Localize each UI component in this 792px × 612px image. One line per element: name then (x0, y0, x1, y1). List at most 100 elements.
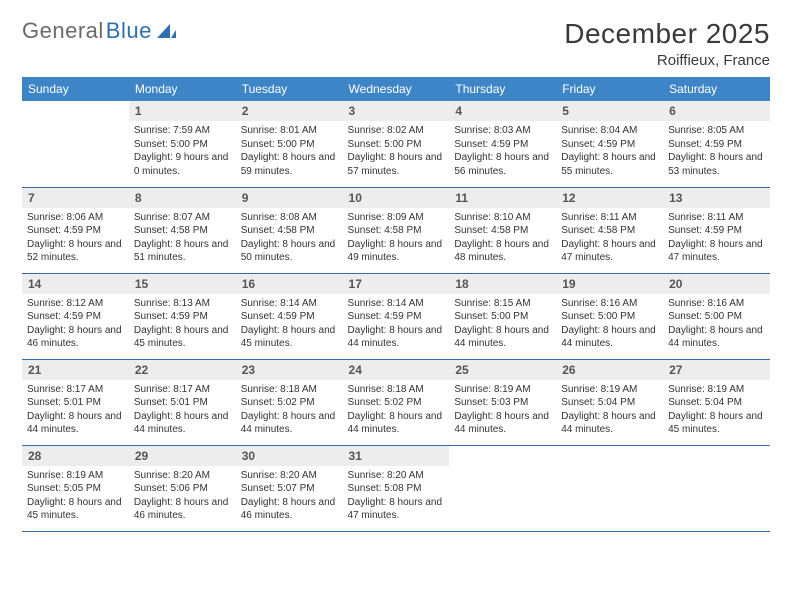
day-number: 8 (129, 188, 236, 208)
day-number: 15 (129, 274, 236, 294)
day-details: Sunrise: 8:15 AMSunset: 5:00 PMDaylight:… (449, 294, 556, 355)
day-details: Sunrise: 8:13 AMSunset: 4:59 PMDaylight:… (129, 294, 236, 355)
weekday-header: Saturday (663, 77, 770, 101)
title-block: December 2025 Roiffieux, France (564, 18, 770, 69)
calendar-day-cell: 24Sunrise: 8:18 AMSunset: 5:02 PMDayligh… (343, 359, 450, 445)
logo-sail-icon (156, 22, 178, 40)
weekday-header: Sunday (22, 77, 129, 101)
day-number: 28 (22, 446, 129, 466)
day-details: Sunrise: 8:04 AMSunset: 4:59 PMDaylight:… (556, 121, 663, 182)
calendar-week-row: 7Sunrise: 8:06 AMSunset: 4:59 PMDaylight… (22, 187, 770, 273)
day-details: Sunrise: 8:03 AMSunset: 4:59 PMDaylight:… (449, 121, 556, 182)
calendar-day-cell: 1Sunrise: 7:59 AMSunset: 5:00 PMDaylight… (129, 101, 236, 187)
calendar-day-cell: 27Sunrise: 8:19 AMSunset: 5:04 PMDayligh… (663, 359, 770, 445)
calendar-day-cell: 4Sunrise: 8:03 AMSunset: 4:59 PMDaylight… (449, 101, 556, 187)
day-number: 20 (663, 274, 770, 294)
day-details: Sunrise: 8:01 AMSunset: 5:00 PMDaylight:… (236, 121, 343, 182)
calendar-day-cell: 25Sunrise: 8:19 AMSunset: 5:03 PMDayligh… (449, 359, 556, 445)
day-details: Sunrise: 8:18 AMSunset: 5:02 PMDaylight:… (343, 380, 450, 441)
weekday-header: Friday (556, 77, 663, 101)
calendar-day-cell: 10Sunrise: 8:09 AMSunset: 4:58 PMDayligh… (343, 187, 450, 273)
day-details: Sunrise: 8:07 AMSunset: 4:58 PMDaylight:… (129, 208, 236, 269)
day-details: Sunrise: 8:11 AMSunset: 4:59 PMDaylight:… (663, 208, 770, 269)
calendar-week-row: 28Sunrise: 8:19 AMSunset: 5:05 PMDayligh… (22, 445, 770, 531)
day-details: Sunrise: 8:19 AMSunset: 5:04 PMDaylight:… (663, 380, 770, 441)
day-number: 29 (129, 446, 236, 466)
calendar-empty-cell (449, 445, 556, 531)
day-number: 21 (22, 360, 129, 380)
calendar-day-cell: 13Sunrise: 8:11 AMSunset: 4:59 PMDayligh… (663, 187, 770, 273)
day-number: 25 (449, 360, 556, 380)
calendar-day-cell: 7Sunrise: 8:06 AMSunset: 4:59 PMDaylight… (22, 187, 129, 273)
calendar-day-cell: 2Sunrise: 8:01 AMSunset: 5:00 PMDaylight… (236, 101, 343, 187)
day-details: Sunrise: 8:08 AMSunset: 4:58 PMDaylight:… (236, 208, 343, 269)
day-number: 9 (236, 188, 343, 208)
day-number: 16 (236, 274, 343, 294)
calendar-body: 1Sunrise: 7:59 AMSunset: 5:00 PMDaylight… (22, 101, 770, 531)
calendar-day-cell: 8Sunrise: 8:07 AMSunset: 4:58 PMDaylight… (129, 187, 236, 273)
day-number: 7 (22, 188, 129, 208)
day-number: 18 (449, 274, 556, 294)
calendar-week-row: 21Sunrise: 8:17 AMSunset: 5:01 PMDayligh… (22, 359, 770, 445)
day-details: Sunrise: 8:06 AMSunset: 4:59 PMDaylight:… (22, 208, 129, 269)
calendar-empty-cell (22, 101, 129, 187)
calendar-header-row: SundayMondayTuesdayWednesdayThursdayFrid… (22, 77, 770, 101)
calendar-day-cell: 16Sunrise: 8:14 AMSunset: 4:59 PMDayligh… (236, 273, 343, 359)
day-number: 1 (129, 101, 236, 121)
calendar-day-cell: 26Sunrise: 8:19 AMSunset: 5:04 PMDayligh… (556, 359, 663, 445)
logo-text-general: General (22, 18, 104, 44)
day-details: Sunrise: 8:17 AMSunset: 5:01 PMDaylight:… (22, 380, 129, 441)
day-details: Sunrise: 8:19 AMSunset: 5:05 PMDaylight:… (22, 466, 129, 527)
month-title: December 2025 (564, 18, 770, 50)
calendar-day-cell: 22Sunrise: 8:17 AMSunset: 5:01 PMDayligh… (129, 359, 236, 445)
day-details: Sunrise: 8:16 AMSunset: 5:00 PMDaylight:… (556, 294, 663, 355)
day-number: 23 (236, 360, 343, 380)
calendar-day-cell: 5Sunrise: 8:04 AMSunset: 4:59 PMDaylight… (556, 101, 663, 187)
day-details: Sunrise: 8:17 AMSunset: 5:01 PMDaylight:… (129, 380, 236, 441)
calendar-day-cell: 6Sunrise: 8:05 AMSunset: 4:59 PMDaylight… (663, 101, 770, 187)
calendar-day-cell: 14Sunrise: 8:12 AMSunset: 4:59 PMDayligh… (22, 273, 129, 359)
calendar-day-cell: 29Sunrise: 8:20 AMSunset: 5:06 PMDayligh… (129, 445, 236, 531)
calendar-day-cell: 11Sunrise: 8:10 AMSunset: 4:58 PMDayligh… (449, 187, 556, 273)
weekday-header: Thursday (449, 77, 556, 101)
day-details: Sunrise: 8:10 AMSunset: 4:58 PMDaylight:… (449, 208, 556, 269)
day-details: Sunrise: 8:09 AMSunset: 4:58 PMDaylight:… (343, 208, 450, 269)
day-number: 27 (663, 360, 770, 380)
calendar-day-cell: 28Sunrise: 8:19 AMSunset: 5:05 PMDayligh… (22, 445, 129, 531)
day-number: 6 (663, 101, 770, 121)
day-number: 10 (343, 188, 450, 208)
day-details: Sunrise: 8:14 AMSunset: 4:59 PMDaylight:… (236, 294, 343, 355)
day-details: Sunrise: 8:20 AMSunset: 5:08 PMDaylight:… (343, 466, 450, 527)
day-number: 14 (22, 274, 129, 294)
calendar-day-cell: 19Sunrise: 8:16 AMSunset: 5:00 PMDayligh… (556, 273, 663, 359)
calendar-day-cell: 12Sunrise: 8:11 AMSunset: 4:58 PMDayligh… (556, 187, 663, 273)
day-number: 5 (556, 101, 663, 121)
day-number: 2 (236, 101, 343, 121)
logo: GeneralBlue (22, 18, 178, 44)
day-number: 26 (556, 360, 663, 380)
day-number: 11 (449, 188, 556, 208)
day-details: Sunrise: 8:14 AMSunset: 4:59 PMDaylight:… (343, 294, 450, 355)
calendar-day-cell: 20Sunrise: 8:16 AMSunset: 5:00 PMDayligh… (663, 273, 770, 359)
calendar-empty-cell (663, 445, 770, 531)
day-details: Sunrise: 8:19 AMSunset: 5:04 PMDaylight:… (556, 380, 663, 441)
day-number: 3 (343, 101, 450, 121)
calendar-day-cell: 30Sunrise: 8:20 AMSunset: 5:07 PMDayligh… (236, 445, 343, 531)
day-details: Sunrise: 8:12 AMSunset: 4:59 PMDaylight:… (22, 294, 129, 355)
calendar-table: SundayMondayTuesdayWednesdayThursdayFrid… (22, 77, 770, 532)
day-details: Sunrise: 8:19 AMSunset: 5:03 PMDaylight:… (449, 380, 556, 441)
day-details: Sunrise: 8:16 AMSunset: 5:00 PMDaylight:… (663, 294, 770, 355)
calendar-page: GeneralBlue December 2025 Roiffieux, Fra… (0, 0, 792, 542)
day-number: 22 (129, 360, 236, 380)
day-number: 30 (236, 446, 343, 466)
day-details: Sunrise: 8:20 AMSunset: 5:06 PMDaylight:… (129, 466, 236, 527)
header: GeneralBlue December 2025 Roiffieux, Fra… (22, 18, 770, 69)
calendar-day-cell: 23Sunrise: 8:18 AMSunset: 5:02 PMDayligh… (236, 359, 343, 445)
location: Roiffieux, France (564, 52, 770, 69)
day-details: Sunrise: 8:18 AMSunset: 5:02 PMDaylight:… (236, 380, 343, 441)
logo-text-blue: Blue (106, 18, 152, 44)
calendar-empty-cell (556, 445, 663, 531)
day-details: Sunrise: 8:11 AMSunset: 4:58 PMDaylight:… (556, 208, 663, 269)
calendar-day-cell: 18Sunrise: 8:15 AMSunset: 5:00 PMDayligh… (449, 273, 556, 359)
calendar-day-cell: 17Sunrise: 8:14 AMSunset: 4:59 PMDayligh… (343, 273, 450, 359)
